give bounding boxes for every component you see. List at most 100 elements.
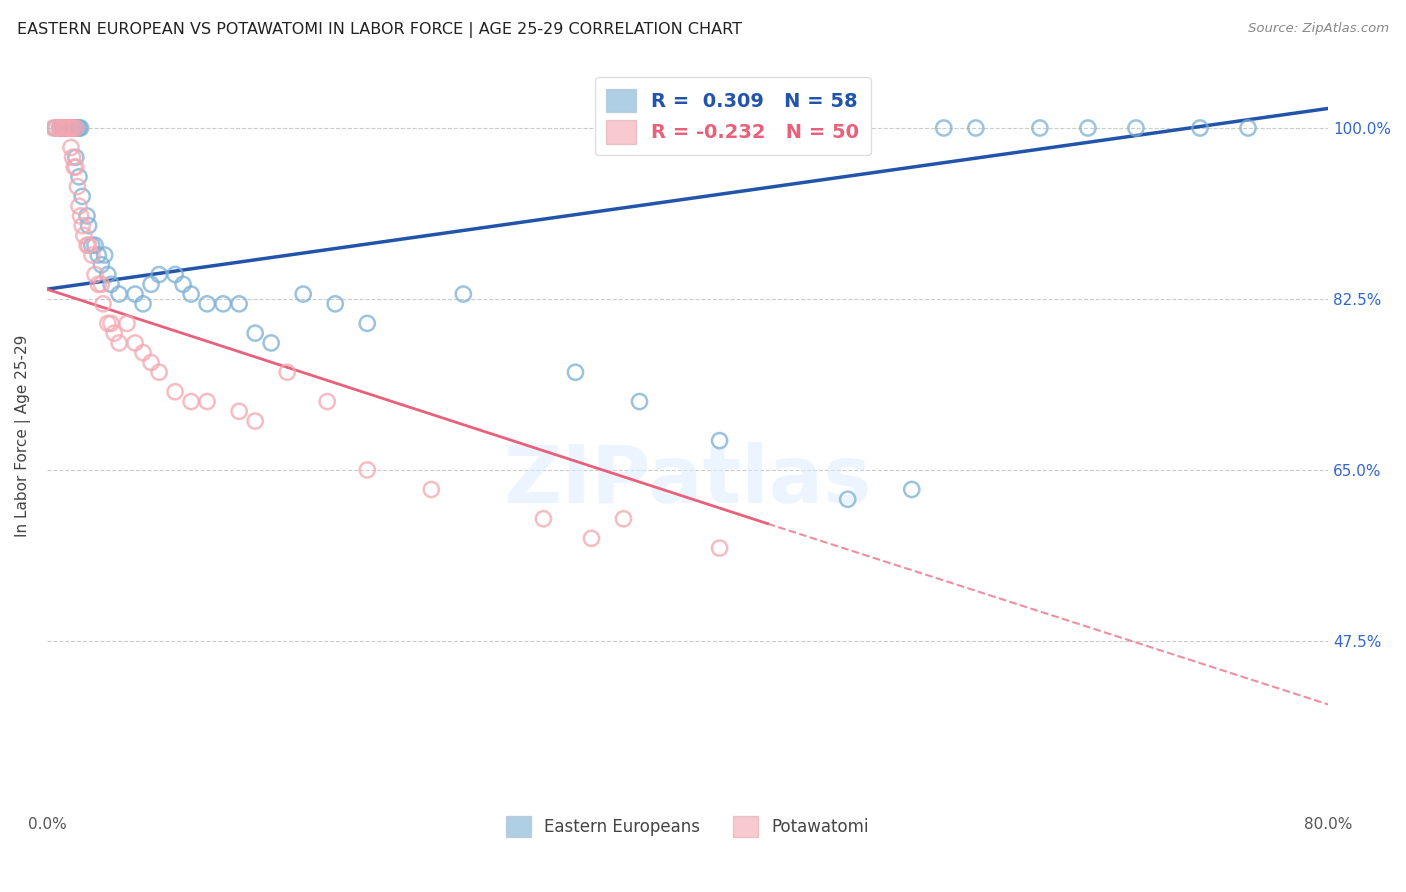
Point <box>900 483 922 497</box>
Point <box>42 120 65 135</box>
Point <box>276 365 298 379</box>
Point <box>148 268 170 282</box>
Point <box>100 277 122 292</box>
Point <box>124 287 146 301</box>
Point <box>53 120 76 135</box>
Text: EASTERN EUROPEAN VS POTAWATOMI IN LABOR FORCE | AGE 25-29 CORRELATION CHART: EASTERN EUROPEAN VS POTAWATOMI IN LABOR … <box>17 22 742 38</box>
Point <box>148 365 170 379</box>
Point <box>59 120 82 135</box>
Point <box>70 189 93 203</box>
Point <box>44 120 66 135</box>
Point <box>709 434 731 448</box>
Legend: Eastern Europeans, Potawatomi: Eastern Europeans, Potawatomi <box>498 808 877 845</box>
Point <box>65 160 87 174</box>
Point <box>1189 120 1212 135</box>
Point <box>90 277 112 292</box>
Point <box>228 297 250 311</box>
Text: Source: ZipAtlas.com: Source: ZipAtlas.com <box>1249 22 1389 36</box>
Point <box>228 404 250 418</box>
Point <box>212 297 235 311</box>
Point <box>965 120 987 135</box>
Point <box>65 120 87 135</box>
Point <box>49 120 72 135</box>
Point <box>243 326 266 340</box>
Point <box>180 287 202 301</box>
Point <box>316 394 339 409</box>
Point <box>453 287 475 301</box>
Point <box>63 120 86 135</box>
Point <box>77 238 100 252</box>
Point <box>52 120 75 135</box>
Point <box>139 277 162 292</box>
Point <box>73 228 96 243</box>
Point <box>52 120 75 135</box>
Point <box>52 120 75 135</box>
Y-axis label: In Labor Force | Age 25-29: In Labor Force | Age 25-29 <box>15 334 31 537</box>
Point <box>1029 120 1052 135</box>
Point <box>66 120 89 135</box>
Point <box>709 541 731 555</box>
Point <box>59 140 82 154</box>
Point <box>165 268 187 282</box>
Point <box>65 120 87 135</box>
Point <box>62 120 84 135</box>
Point <box>139 355 162 369</box>
Point <box>84 268 107 282</box>
Point <box>180 394 202 409</box>
Point <box>90 258 112 272</box>
Point <box>165 384 187 399</box>
Point <box>243 414 266 428</box>
Point <box>67 199 90 213</box>
Point <box>52 120 75 135</box>
Point <box>69 120 91 135</box>
Point <box>581 531 603 545</box>
Point <box>356 317 378 331</box>
Point <box>108 335 131 350</box>
Point <box>420 483 443 497</box>
Point <box>80 248 103 262</box>
Point <box>195 394 218 409</box>
Point <box>132 297 155 311</box>
Point <box>67 169 90 184</box>
Point <box>55 120 77 135</box>
Point <box>356 463 378 477</box>
Point <box>932 120 955 135</box>
Point <box>67 120 90 135</box>
Text: ZIPatlas: ZIPatlas <box>503 442 872 520</box>
Point <box>1125 120 1147 135</box>
Point <box>69 209 91 223</box>
Point <box>91 297 114 311</box>
Point <box>1077 120 1099 135</box>
Point <box>533 512 555 526</box>
Point <box>62 120 84 135</box>
Point <box>58 120 80 135</box>
Point <box>59 120 82 135</box>
Point <box>628 394 651 409</box>
Point <box>93 248 115 262</box>
Point <box>80 238 103 252</box>
Point <box>84 238 107 252</box>
Point <box>837 492 859 507</box>
Point <box>87 277 110 292</box>
Point <box>56 120 79 135</box>
Point <box>76 238 98 252</box>
Point <box>292 287 315 301</box>
Point <box>55 120 77 135</box>
Point <box>564 365 586 379</box>
Point <box>115 317 138 331</box>
Point <box>77 219 100 233</box>
Point <box>70 219 93 233</box>
Point <box>103 326 125 340</box>
Point <box>63 160 86 174</box>
Point <box>49 120 72 135</box>
Point <box>612 512 634 526</box>
Point <box>56 120 79 135</box>
Point <box>260 335 283 350</box>
Point <box>66 179 89 194</box>
Point <box>132 345 155 359</box>
Point <box>59 120 82 135</box>
Point <box>323 297 346 311</box>
Point <box>108 287 131 301</box>
Point <box>124 335 146 350</box>
Point <box>97 317 120 331</box>
